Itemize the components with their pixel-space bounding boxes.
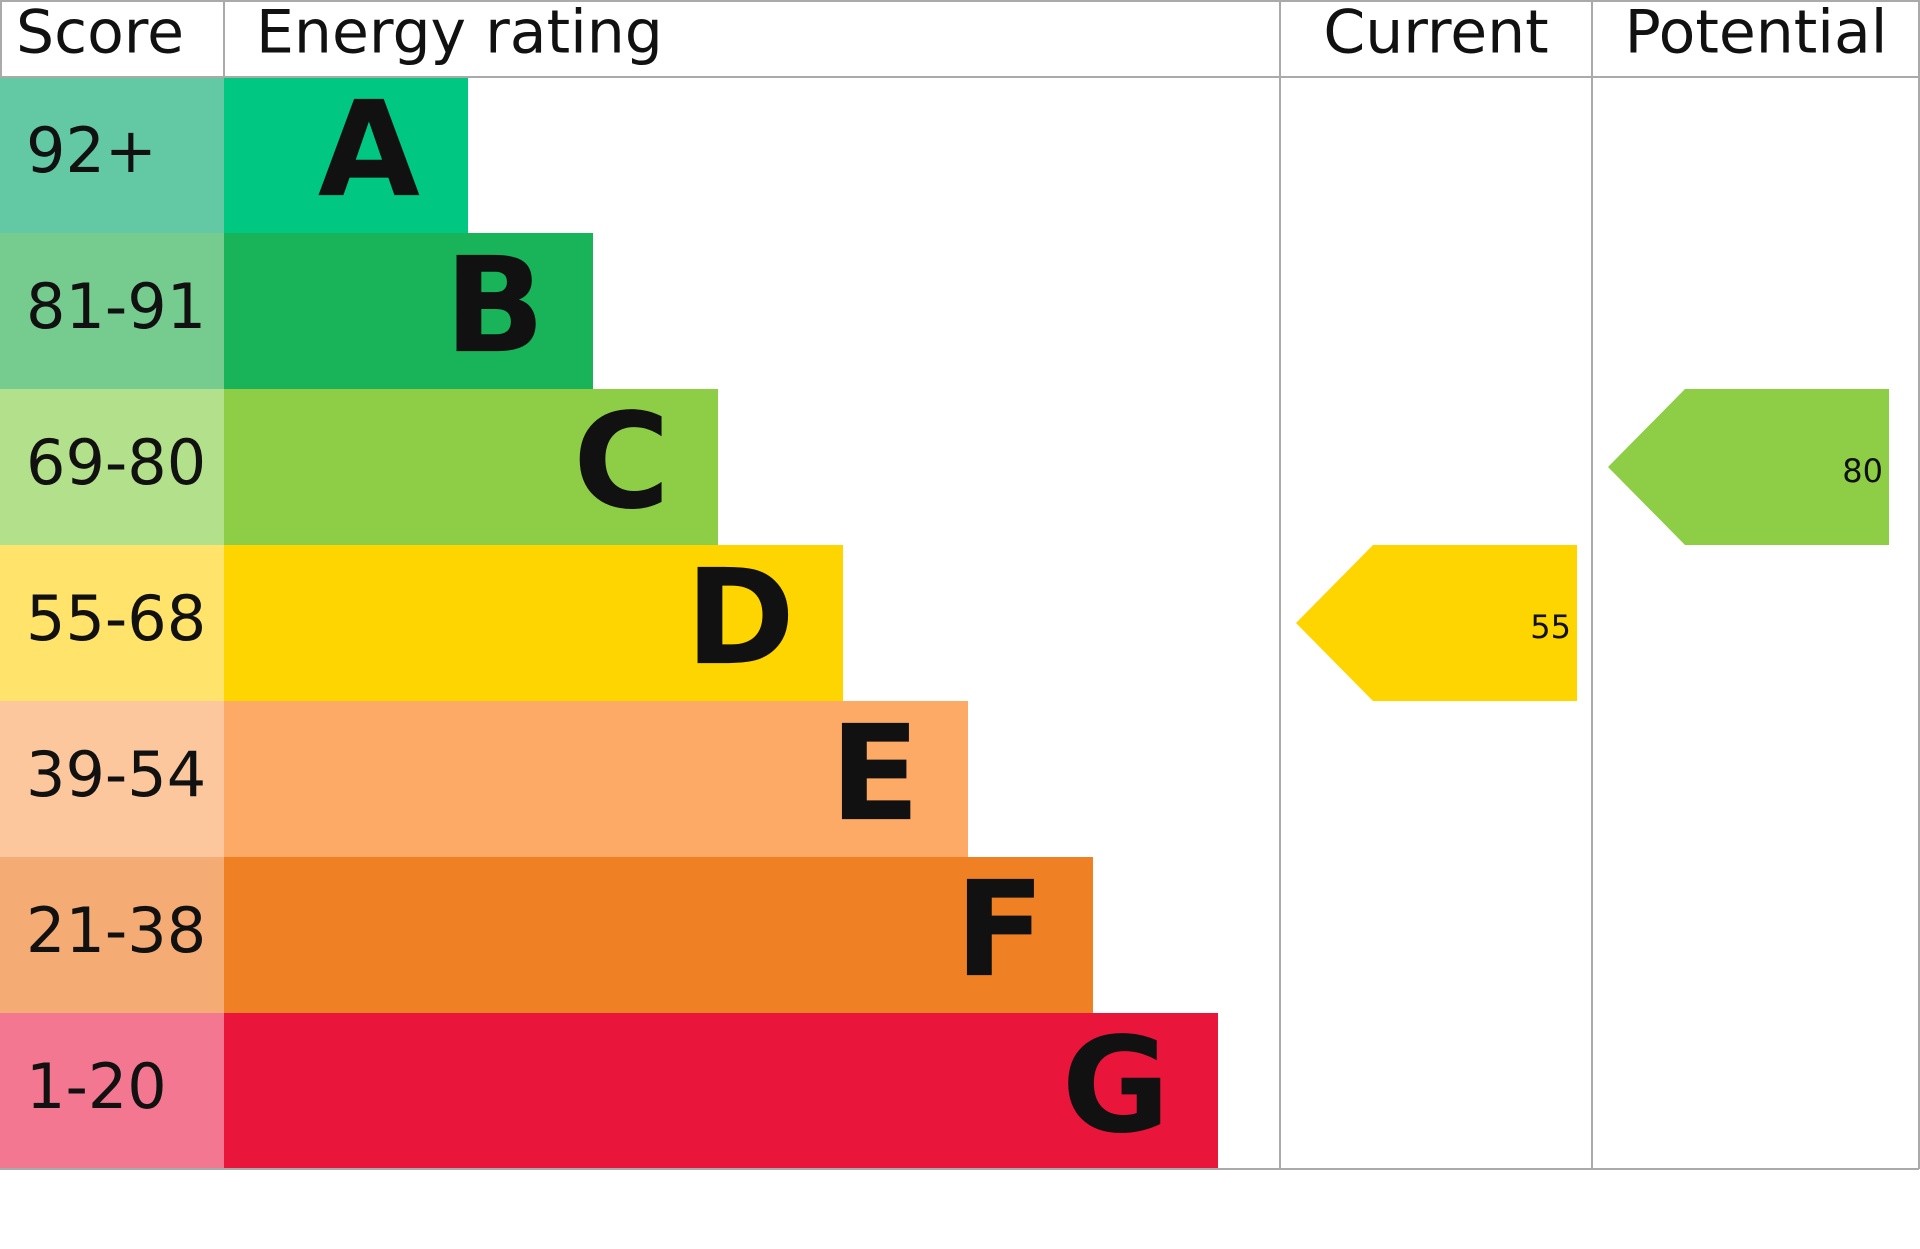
- score-cell: [0, 701, 224, 857]
- header-score: Score: [16, 0, 184, 68]
- header-current: Current: [1323, 0, 1548, 68]
- band-letter: A: [318, 73, 420, 227]
- score-cell: [0, 1013, 224, 1169]
- potential-value: 80: [1842, 452, 1883, 490]
- score-label: 69-80: [26, 426, 206, 499]
- band-bar: [224, 701, 968, 857]
- band-bar: [224, 233, 593, 389]
- score-label: 1-20: [26, 1050, 167, 1123]
- band-letter: D: [685, 541, 795, 695]
- band-bar: [224, 389, 718, 545]
- score-label: 55-68: [26, 582, 206, 655]
- band-bar: [224, 545, 843, 701]
- current-value: 55: [1530, 608, 1571, 646]
- score-label: 92+: [26, 114, 157, 187]
- score-label: 81-91: [26, 270, 206, 343]
- band-bar: [224, 77, 468, 233]
- band-letter: F: [955, 853, 1045, 1007]
- header-potential: Potential: [1625, 0, 1888, 68]
- score-cell: [0, 389, 224, 545]
- band-bar: [224, 857, 1093, 1013]
- band-letter: C: [573, 385, 670, 539]
- score-label: 39-54: [26, 738, 206, 811]
- score-cell: [0, 233, 224, 389]
- score-cell: [0, 545, 224, 701]
- score-cell: [0, 77, 224, 233]
- score-cell: [0, 857, 224, 1013]
- band-letter: E: [830, 697, 920, 851]
- header-rating: Energy rating: [256, 0, 663, 68]
- potential-arrow: [1608, 389, 1889, 545]
- band-letter: B: [444, 229, 545, 383]
- score-label: 21-38: [26, 894, 206, 967]
- current-arrow: [1296, 545, 1577, 701]
- band-letter: G: [1062, 1009, 1170, 1163]
- band-bar: [224, 1013, 1218, 1169]
